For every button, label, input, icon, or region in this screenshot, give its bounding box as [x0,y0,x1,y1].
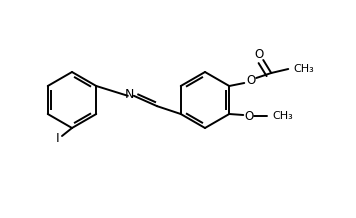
Text: O: O [255,48,264,61]
Text: O: O [245,109,254,123]
Text: I: I [56,131,60,145]
Text: N: N [125,88,135,101]
Text: CH₃: CH₃ [272,111,293,121]
Text: O: O [247,75,256,87]
Text: CH₃: CH₃ [293,64,314,74]
